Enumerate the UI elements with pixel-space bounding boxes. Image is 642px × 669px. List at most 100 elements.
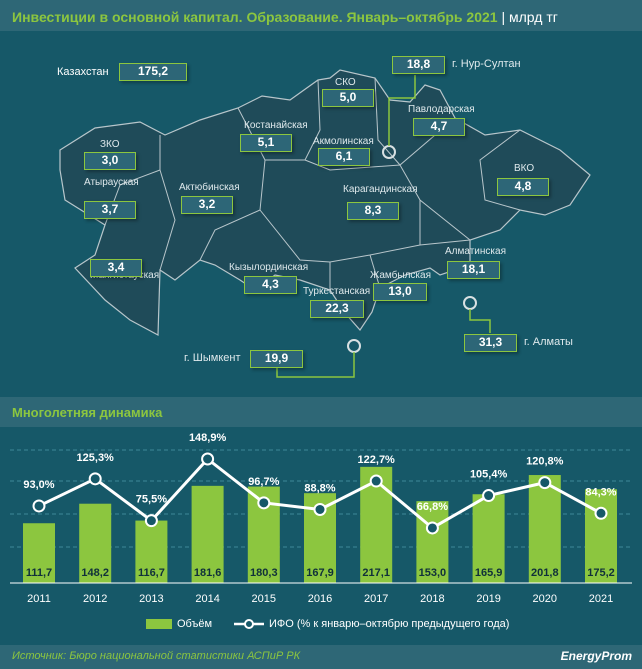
legend-line-swatch <box>234 619 264 629</box>
region-value: 3,2 <box>181 196 233 214</box>
ifo-point <box>425 521 439 535</box>
ifo-value-label: 88,8% <box>304 482 335 494</box>
ifo-point <box>482 489 496 503</box>
x-tick-label: 2017 <box>364 593 388 605</box>
ifo-value-label: 125,3% <box>77 452 115 464</box>
region-label: Костанайская <box>244 120 308 131</box>
region-label: Акмолинская <box>313 136 374 147</box>
region-label: СКО <box>335 77 356 88</box>
region-value: 4,7 <box>413 118 465 136</box>
x-tick-label: 2019 <box>476 593 500 605</box>
ifo-point <box>313 502 327 516</box>
ifo-value-label: 93,0% <box>23 479 54 491</box>
legend-line-label: ИФО (% к январю–октябрю предыдущего года… <box>269 618 510 630</box>
region-label: Алматинская <box>445 246 506 257</box>
ifo-point <box>144 514 158 528</box>
region-value: 5,0 <box>322 89 374 107</box>
ifo-point <box>32 499 46 513</box>
bar <box>191 485 224 583</box>
x-tick-label: 2013 <box>139 593 163 605</box>
bar-value-label: 148,2 <box>81 567 109 579</box>
region-label: Карагандинская <box>343 184 418 195</box>
region-label: Жамбылская <box>370 270 431 281</box>
ifo-value-label: 122,7% <box>358 454 396 466</box>
region-value: 4,8 <box>497 178 549 196</box>
bar-value-label: 153,0 <box>419 567 447 579</box>
bar <box>416 501 449 583</box>
region-value: 19,9 <box>250 350 303 368</box>
bar-value-label: 201,8 <box>531 567 559 579</box>
region-label: г. Алматы <box>524 336 573 348</box>
region-value: 3,4 <box>90 259 142 277</box>
region-value: 22,3 <box>310 300 364 318</box>
bar-value-label: 181,6 <box>194 567 222 579</box>
x-tick-label: 2014 <box>195 593 219 605</box>
bar-value-label: 217,1 <box>362 567 390 579</box>
footer: Источник: Бюро национальной статистики А… <box>0 645 642 669</box>
bar-value-label: 116,7 <box>138 567 165 579</box>
region-label: г. Нур-Султан <box>452 58 521 70</box>
region-label: Павлодарская <box>408 104 475 115</box>
ifo-point <box>257 496 271 510</box>
source-text: Источник: Бюро национальной статистики А… <box>12 650 301 662</box>
region-label: Атырауская <box>84 177 139 188</box>
brand-logo: EnergyProm <box>560 649 632 663</box>
region-label: Актюбинская <box>179 182 240 193</box>
section-title: Многолетняя динамика <box>0 397 642 427</box>
x-tick-label: 2020 <box>533 593 557 605</box>
ifo-value-label: 148,9% <box>189 432 227 444</box>
x-tick-label: 2011 <box>27 593 51 605</box>
ifo-value-label: 84,3% <box>585 486 616 498</box>
ifo-value-label: 75,5% <box>136 494 167 506</box>
region-label: Туркестанская <box>303 286 371 297</box>
ifo-point <box>594 506 608 520</box>
region-label: Кызылординская <box>229 262 309 273</box>
bar-value-label: 180,3 <box>250 567 278 579</box>
bar <box>528 475 561 583</box>
region-value: 18,1 <box>447 261 500 279</box>
region-label: г. Шымкент <box>184 352 241 364</box>
region-value: 6,1 <box>318 148 370 166</box>
legend-bar-swatch <box>146 619 172 629</box>
bar <box>472 494 505 583</box>
x-tick-label: 2012 <box>83 593 107 605</box>
dynamics-chart: 111,7 2011 148,2 2012 116,7 2013 181,6 2014 180,… <box>10 432 632 605</box>
region-value: 31,3 <box>464 334 517 352</box>
ifo-point <box>369 474 383 488</box>
bar-value-label: 167,9 <box>306 567 334 579</box>
ifo-point <box>538 476 552 490</box>
x-tick-label: 2018 <box>420 593 444 605</box>
country-label: Казахстан <box>57 66 109 78</box>
bar-value-label: 111,7 <box>26 567 52 579</box>
ifo-value-label: 120,8% <box>526 456 564 468</box>
unit-label: млрд тг <box>509 9 558 25</box>
region-value: 5,1 <box>240 134 292 152</box>
legend-bar: Объём <box>146 618 212 630</box>
bar-value-label: 165,9 <box>475 567 503 579</box>
bar <box>79 503 112 583</box>
region-value: 3,7 <box>84 201 136 219</box>
ifo-value-label: 66,8% <box>417 501 448 513</box>
ifo-value-label: 96,7% <box>248 476 279 488</box>
region-value: 18,8 <box>392 56 445 74</box>
region-value: 13,0 <box>373 283 427 301</box>
page-title: Инвестиции в основной капитал. Образован… <box>0 0 642 31</box>
region-label: ЗКО <box>100 139 120 150</box>
x-tick-label: 2015 <box>252 593 276 605</box>
region-value: 4,3 <box>244 276 297 294</box>
region-value: 8,3 <box>347 202 399 220</box>
legend-line: ИФО (% к январю–октябрю предыдущего года… <box>234 618 509 630</box>
region-value: 3,0 <box>84 152 136 170</box>
ifo-point <box>88 472 102 486</box>
ifo-point <box>201 452 215 466</box>
ifo-value-label: 105,4% <box>470 469 508 481</box>
bar <box>135 520 168 583</box>
bar <box>23 523 55 583</box>
title-text: Инвестиции в основной капитал. Образован… <box>12 9 498 25</box>
region-label: ВКО <box>514 163 535 174</box>
x-tick-label: 2016 <box>308 593 332 605</box>
legend-bar-label: Объём <box>177 618 213 630</box>
bar <box>585 489 617 583</box>
country-value: 175,2 <box>119 63 187 81</box>
bar-value-label: 175,2 <box>587 567 615 579</box>
